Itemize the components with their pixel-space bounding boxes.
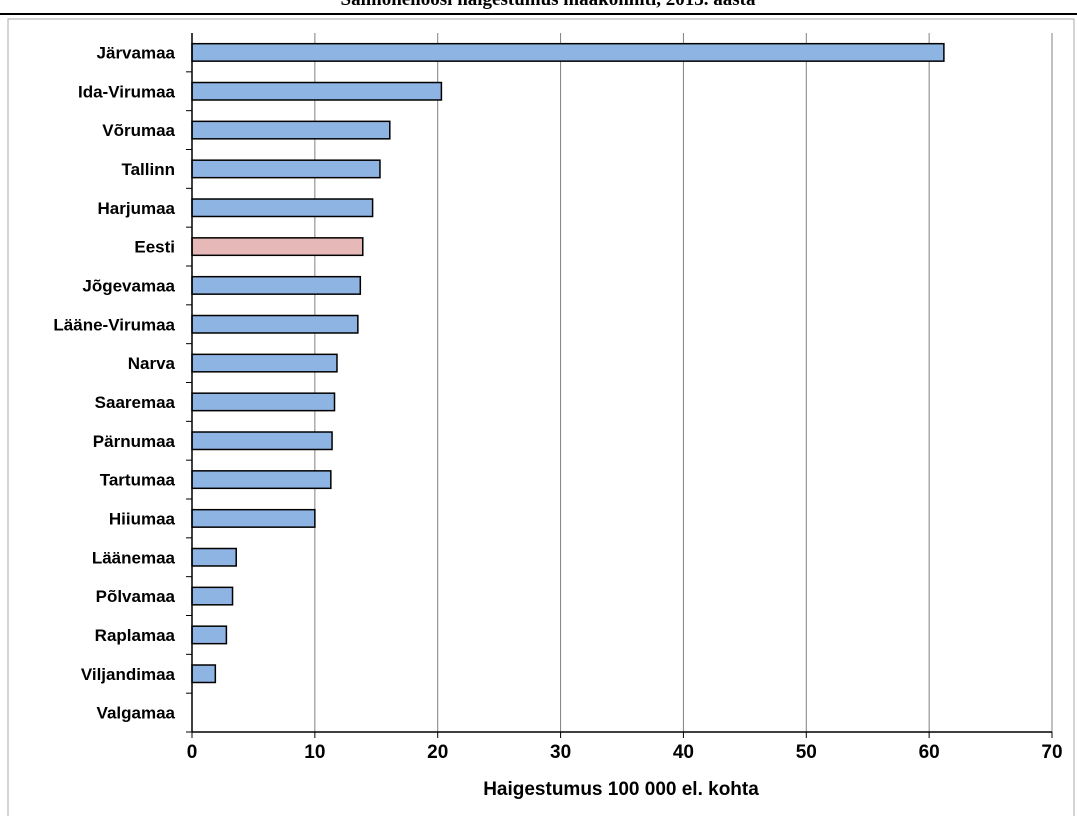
category-label: Narva — [128, 354, 176, 373]
category-label: Jõgevamaa — [82, 276, 175, 295]
category-label: Eesti — [134, 238, 175, 257]
bar-põlvamaa — [191, 586, 234, 606]
bar-viljandimaa — [191, 664, 217, 684]
category-label: Raplamaa — [95, 626, 176, 645]
category-label: Saaremaa — [95, 393, 176, 412]
bar-lääne-virumaa — [191, 314, 359, 334]
x-tick-label: 40 — [673, 742, 694, 763]
category-label: Valgamaa — [97, 704, 176, 723]
axes — [186, 33, 1053, 738]
category-label: Läänemaa — [92, 548, 176, 567]
bar-läänemaa — [191, 547, 237, 567]
bar-hiiumaa — [191, 508, 316, 528]
category-label: Hiiumaa — [109, 509, 176, 528]
x-tick-label: 20 — [427, 742, 448, 763]
x-tick-label: 30 — [550, 742, 571, 763]
category-label: Järvamaa — [97, 43, 176, 62]
x-tick-label: 10 — [304, 742, 325, 763]
grid-lines — [314, 33, 1053, 732]
bar-saaremaa — [191, 392, 336, 412]
bar-tallinn — [191, 159, 381, 179]
category-label: Viljandimaa — [81, 665, 176, 684]
bar-narva — [191, 353, 338, 373]
chart-title: Salmonelloosi haigestumus maakonniti, 20… — [341, 0, 756, 10]
bar-võrumaa — [191, 120, 391, 140]
bars — [191, 42, 945, 684]
bar-harjumaa — [191, 198, 374, 218]
bar-jõgevamaa — [191, 275, 362, 295]
category-label: Lääne-Virumaa — [53, 315, 175, 334]
bar-pärnumaa — [191, 431, 333, 451]
category-label: Harjumaa — [98, 199, 176, 218]
x-tick-label: 70 — [1041, 742, 1062, 763]
x-tick-labels: 0 10 20 30 40 50 60 70 — [187, 742, 1063, 763]
bar-raplamaa — [191, 625, 228, 645]
bar-eesti — [191, 237, 364, 257]
bar-tartumaa — [191, 470, 332, 490]
x-tick-label: 50 — [796, 742, 817, 763]
category-label: Tartumaa — [100, 471, 176, 490]
x-tick-label: 60 — [919, 742, 940, 763]
x-axis-title: Haigestumus 100 000 el. kohta — [483, 779, 759, 800]
category-label: Ida-Virumaa — [78, 82, 176, 101]
category-label: Tallinn — [121, 160, 175, 179]
category-label: Võrumaa — [102, 121, 175, 140]
chart-frame — [7, 18, 1075, 816]
category-labels: Järvamaa Ida-Virumaa Võrumaa Tallinn Harjuma… — [53, 43, 175, 722]
bar-järvamaa — [191, 42, 945, 62]
category-label: Pärnumaa — [93, 432, 176, 451]
x-tick-label: 0 — [187, 742, 198, 763]
bar-ida-virumaa — [191, 81, 443, 101]
category-label: Põlvamaa — [96, 587, 176, 606]
